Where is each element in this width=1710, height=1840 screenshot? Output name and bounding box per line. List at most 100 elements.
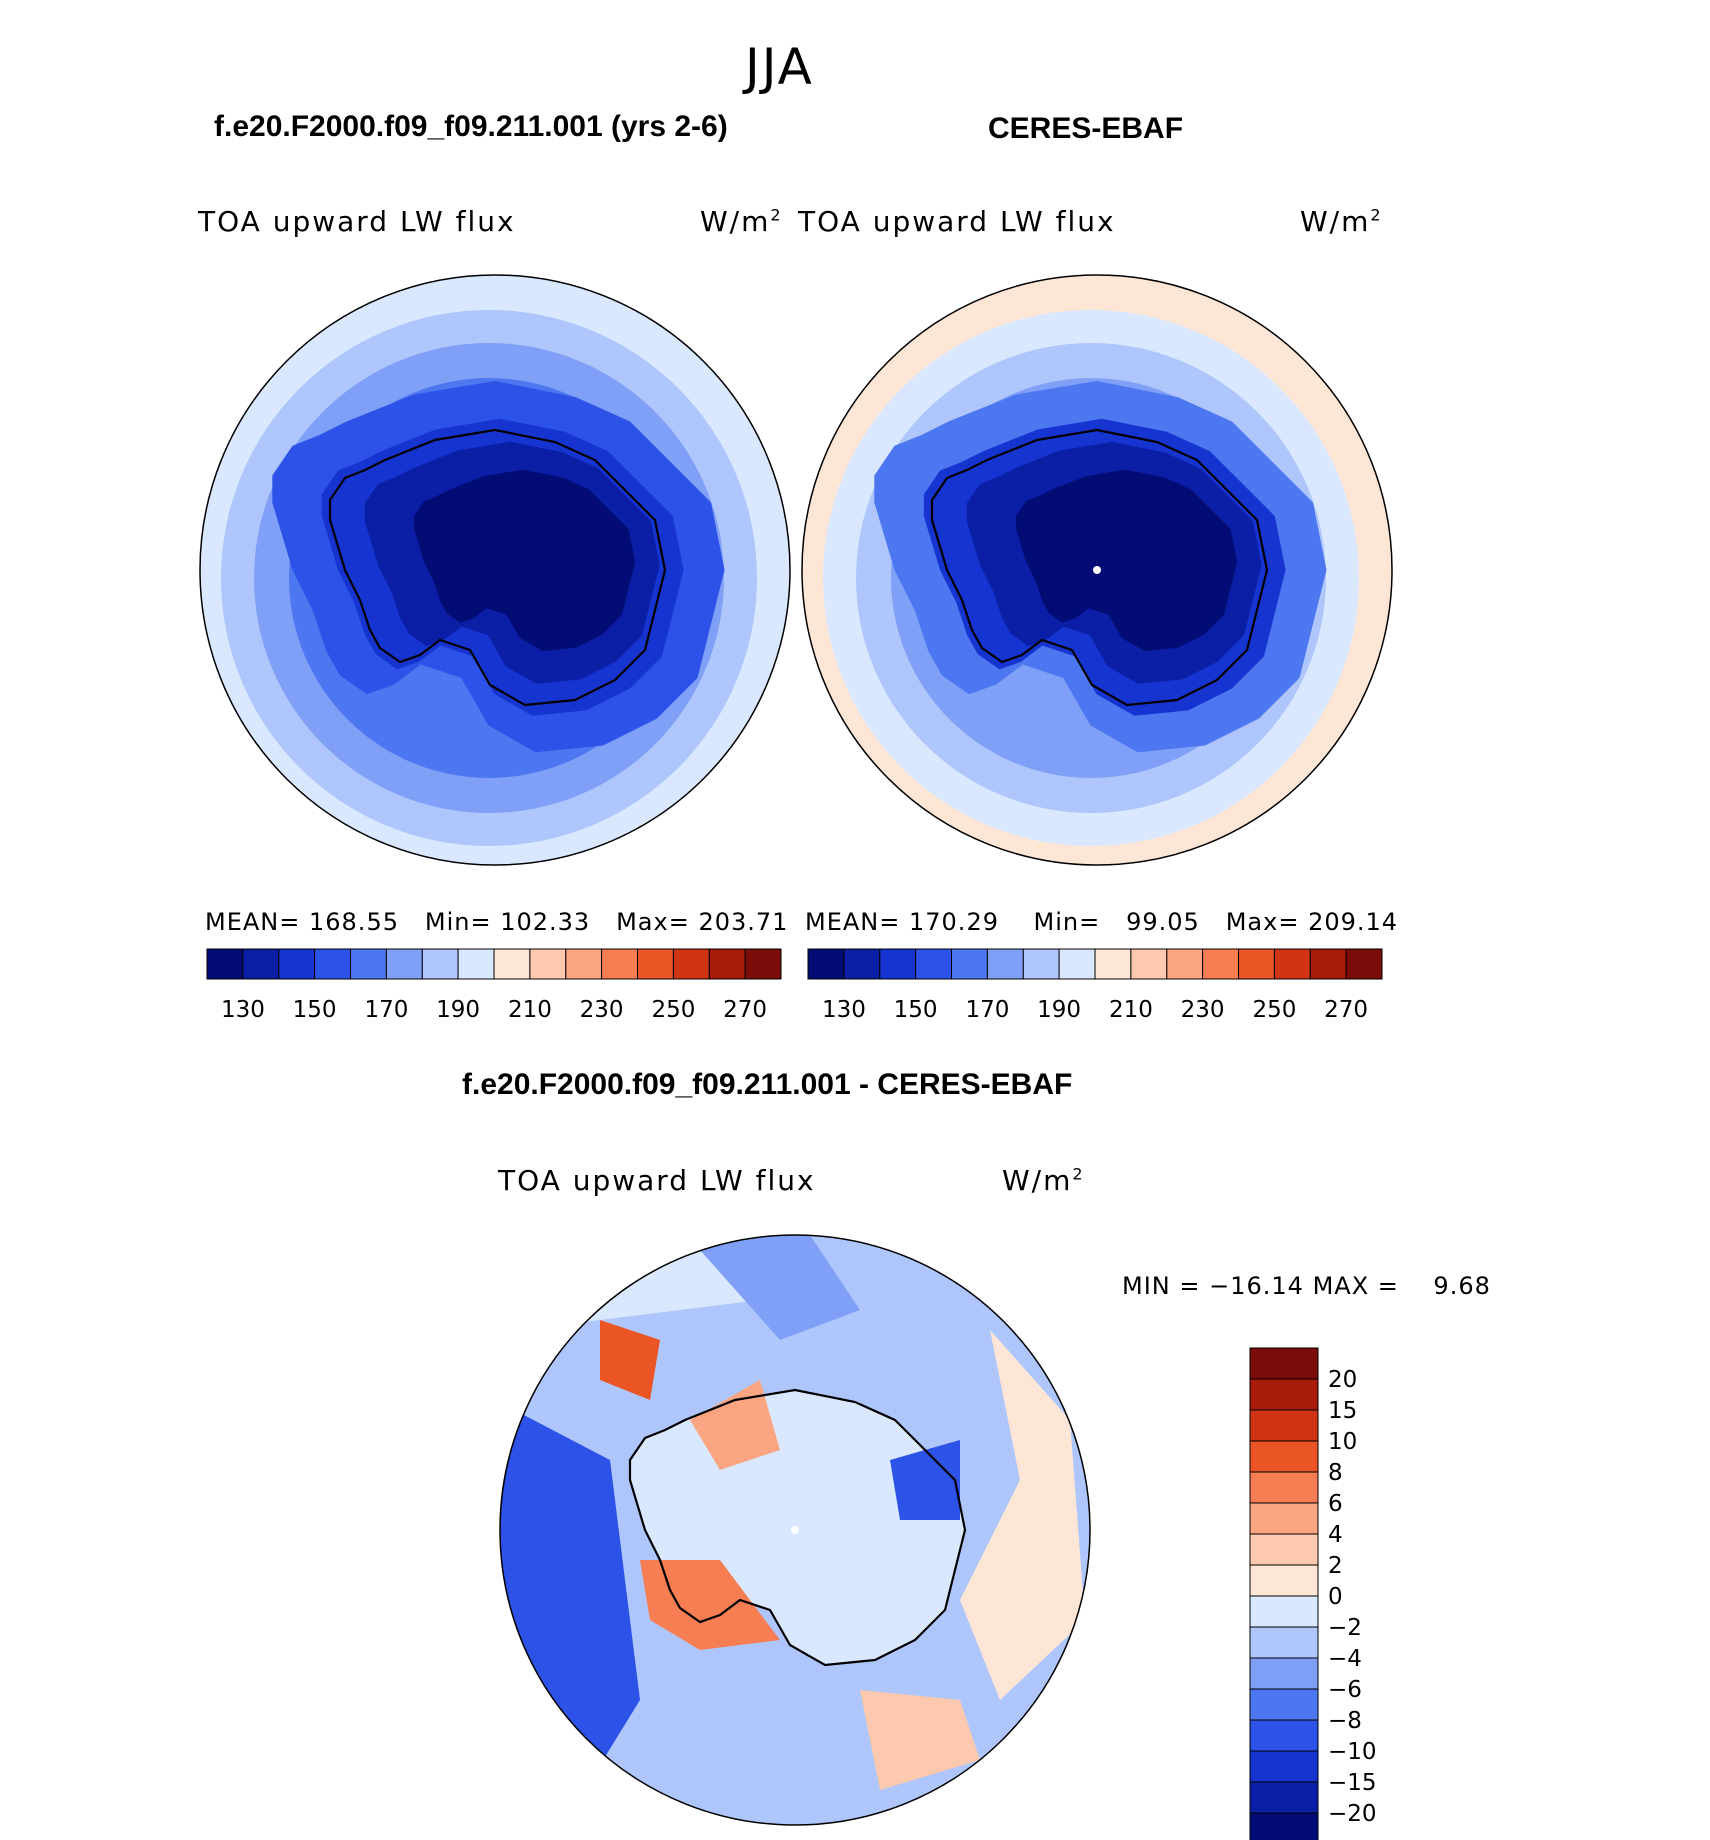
diff-pos-interior — [690, 1380, 780, 1470]
colorbar-swatch — [278, 948, 316, 980]
colorbar-tick-label: 0 — [1328, 1584, 1343, 1610]
colorbar-tick-label: 2 — [1328, 1553, 1343, 1579]
diff-pos-east — [960, 1330, 1085, 1700]
panel3-stats: MIN = −16.14 MAX = 9.68 — [1122, 1272, 1491, 1300]
field-band-core — [1016, 469, 1238, 652]
colorbar-swatch — [843, 948, 881, 980]
panel2-units: W/m2 — [1300, 205, 1383, 238]
colorbar-tick-label: 15 — [1328, 1398, 1357, 1424]
colorbar-tick-label: 130 — [822, 997, 866, 1023]
colorbar-swatch — [708, 948, 746, 980]
map-obs — [802, 275, 1392, 865]
colorbar-swatch — [637, 948, 674, 980]
colorbar-swatch — [1249, 1409, 1319, 1442]
pole-marker — [791, 1526, 799, 1534]
colorbar-swatch — [1249, 1812, 1319, 1840]
colorbar-swatch — [672, 948, 710, 980]
colorbar-swatch — [1249, 1750, 1319, 1783]
panel1-title: f.e20.F2000.f09_f09.211.001 (yrs 2-6) — [214, 110, 728, 143]
colorbar-swatch — [457, 948, 495, 980]
diff-pos-hotspot — [600, 1320, 660, 1400]
colorbar-swatch — [1249, 1564, 1319, 1597]
season-title: JJA — [745, 38, 814, 96]
panel1-units: W/m2 — [700, 205, 783, 238]
colorbar-swatch — [421, 948, 459, 980]
colorbar-tick-label: −8 — [1328, 1708, 1362, 1734]
colorbar-swatch — [314, 948, 352, 980]
colorbar-tick-label: 150 — [293, 997, 337, 1023]
colorbar-swatch — [1058, 948, 1096, 980]
colorbar-tick-label: −4 — [1328, 1646, 1362, 1672]
colorbar-swatch — [1202, 948, 1239, 980]
diff-neg-interior — [890, 1440, 960, 1520]
colorbar-swatch — [1249, 1533, 1319, 1566]
colorbar-swatch — [915, 948, 952, 980]
colorbar-tick-label: 210 — [508, 997, 552, 1023]
colorbar-swatch — [744, 948, 782, 980]
colorbar-swatch — [1309, 948, 1347, 980]
colorbar-swatch — [1249, 1688, 1319, 1721]
colorbar-model: 130 150 170 190 210 230 250 270 — [206, 948, 782, 1023]
colorbar-tick-label: 10 — [1328, 1429, 1357, 1455]
colorbar-swatch — [601, 948, 638, 980]
colorbar-tick-label: 170 — [965, 997, 1009, 1023]
field-band-core — [414, 469, 636, 652]
colorbar-tick-label: 20 — [1328, 1367, 1357, 1393]
colorbar-swatch — [986, 948, 1024, 980]
map-border-2 — [801, 274, 1393, 866]
colorbar-tick-label: −15 — [1328, 1770, 1377, 1796]
colorbar-swatch — [1094, 948, 1132, 980]
colorbar-obs: 130 150 170 190 210 230 250 270 — [807, 948, 1383, 1023]
colorbar-tick-label: −20 — [1328, 1801, 1377, 1827]
diff-pos-peninsula — [640, 1560, 780, 1650]
colorbar-swatch — [1249, 1657, 1319, 1690]
coastline — [628, 1388, 967, 1667]
colorbar-tick-label: 270 — [1324, 997, 1368, 1023]
colorbar-swatch — [1273, 948, 1311, 980]
colorbar-tick-label: 230 — [580, 997, 624, 1023]
colorbar-tick-label: 250 — [651, 997, 695, 1023]
colorbar-swatch — [1249, 1502, 1319, 1535]
panel2-stats: MEAN= 170.29 Min= 99.05 Max= 209.14 — [805, 908, 1399, 936]
colorbar-tick-label: 130 — [221, 997, 265, 1023]
colorbar-tick-label: 270 — [723, 997, 767, 1023]
colorbar-swatch — [1249, 1347, 1319, 1380]
colorbar-tick-label: 8 — [1328, 1460, 1343, 1486]
colorbar-swatch — [1249, 1471, 1319, 1504]
colorbar-swatch — [493, 948, 531, 980]
colorbar-tick-label: 190 — [436, 997, 480, 1023]
panel3-variable-label: TOA upward LW flux — [498, 1164, 816, 1197]
colorbar-swatch — [1249, 1595, 1319, 1628]
colorbar-tick-label: 230 — [1181, 997, 1225, 1023]
colorbar-tick-label: −6 — [1328, 1677, 1362, 1703]
colorbar-swatch — [1249, 1378, 1319, 1411]
colorbar-swatch — [350, 948, 387, 980]
map-border-1 — [199, 274, 791, 866]
diff-neg-north — [700, 1235, 860, 1340]
colorbar-swatch — [1249, 1440, 1319, 1473]
colorbar-tick-label: 210 — [1109, 997, 1153, 1023]
colorbar-tick-label: 150 — [894, 997, 938, 1023]
pole-marker — [1093, 566, 1101, 574]
colorbar-tick-label: 250 — [1252, 997, 1296, 1023]
colorbar-swatch — [1249, 1719, 1319, 1752]
panel1-variable-label: TOA upward LW flux — [198, 205, 516, 238]
colorbar-tick-label: 170 — [364, 997, 408, 1023]
colorbar-swatch — [1238, 948, 1275, 980]
colorbar-swatch — [529, 948, 567, 980]
colorbar-swatch — [879, 948, 917, 980]
colorbar-swatch — [242, 948, 280, 980]
map-model — [200, 275, 790, 865]
colorbar-swatch — [1249, 1781, 1319, 1814]
colorbar-swatch — [951, 948, 988, 980]
colorbar-swatch — [1249, 1626, 1319, 1659]
colorbar-tick-label: 4 — [1328, 1522, 1343, 1548]
panel2-title: CERES-EBAF — [988, 112, 1184, 145]
coastline — [328, 428, 667, 707]
colorbar-swatch — [807, 948, 845, 980]
panel3-units: W/m2 — [1002, 1164, 1085, 1197]
panel3-title: f.e20.F2000.f09_f09.211.001 - CERES-EBAF — [462, 1068, 1073, 1101]
colorbar-swatch — [1166, 948, 1204, 980]
diff-pos-south — [860, 1690, 980, 1790]
